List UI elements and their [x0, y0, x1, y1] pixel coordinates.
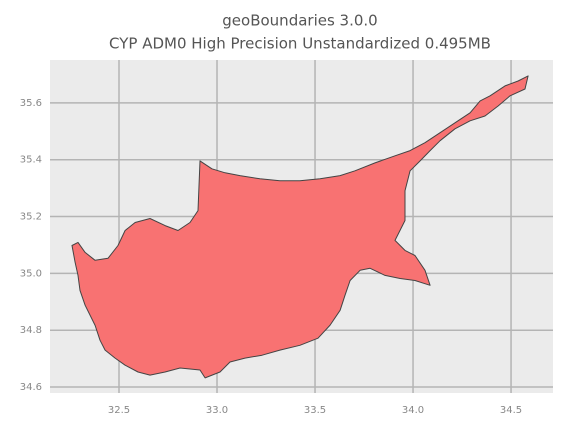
y-tick-label: 34.8 — [20, 325, 42, 336]
y-tick-label: 35.2 — [20, 212, 42, 223]
y-tick-label: 35.0 — [20, 268, 42, 279]
x-tick-label: 32.5 — [108, 405, 130, 416]
y-tick-label: 34.6 — [20, 382, 42, 393]
y-tick-label: 35.6 — [20, 98, 42, 109]
chart-subtitle: CYP ADM0 High Precision Unstandardized 0… — [109, 35, 491, 53]
x-tick-label: 34.0 — [402, 405, 424, 416]
x-tick-label: 33.0 — [206, 405, 228, 416]
x-tick-label: 34.5 — [500, 405, 522, 416]
x-tick-label: 33.5 — [304, 405, 326, 416]
country-shape — [71, 75, 529, 379]
chart-title: geoBoundaries 3.0.0 — [222, 12, 377, 30]
y-tick-label: 35.4 — [20, 155, 42, 166]
